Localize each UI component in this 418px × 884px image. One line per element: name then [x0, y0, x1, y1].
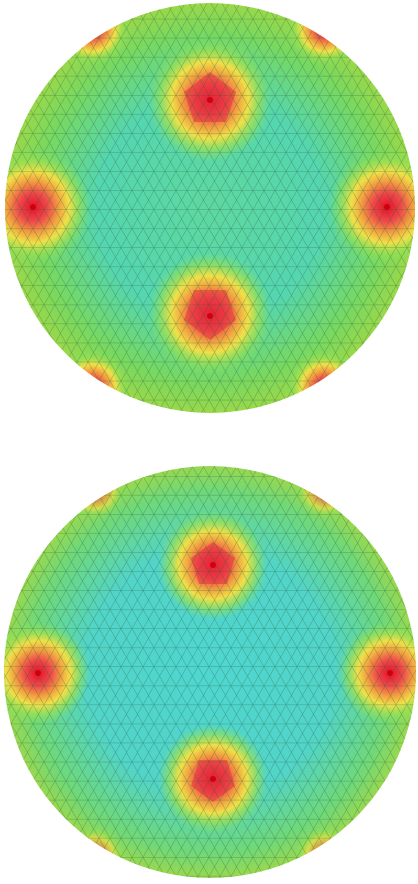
page: [0, 0, 418, 884]
sphere-top: [0, 0, 418, 426]
spheres-image: [0, 0, 418, 884]
sphere-bottom: [0, 460, 418, 884]
